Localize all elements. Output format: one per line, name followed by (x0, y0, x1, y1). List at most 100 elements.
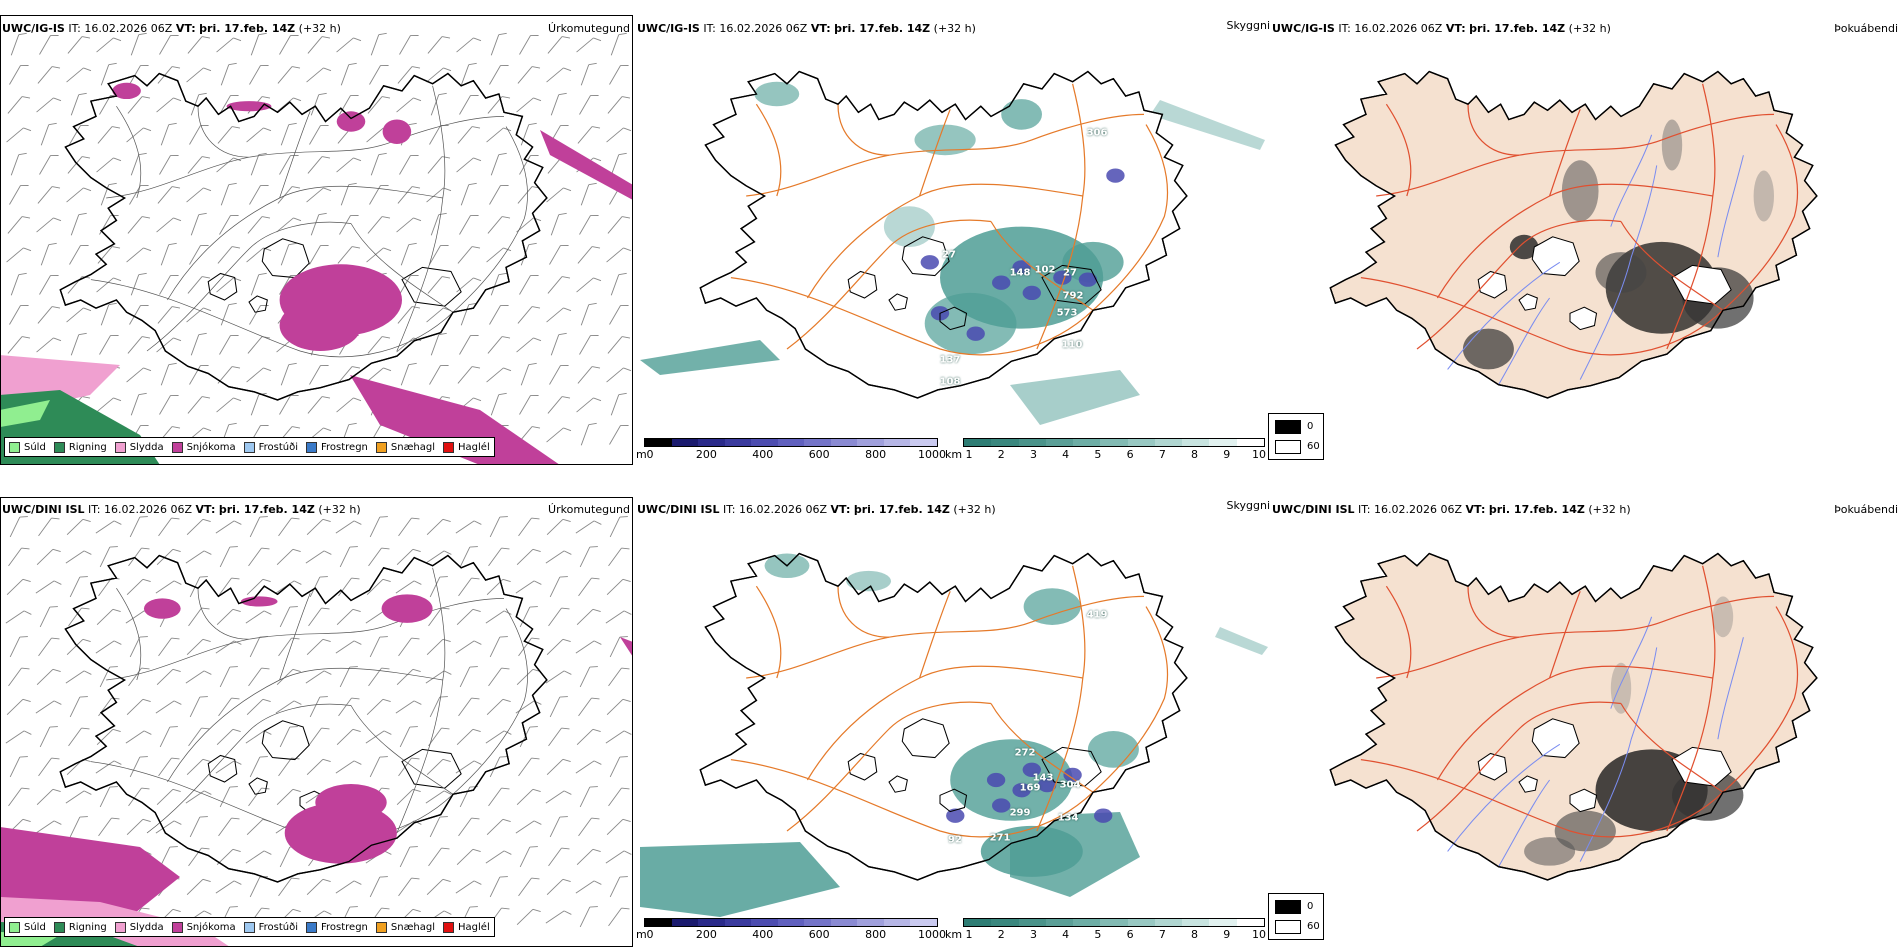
barb-flag (228, 302, 237, 306)
barb-shaft (606, 367, 624, 383)
road-line (106, 598, 505, 681)
wind-barb (216, 608, 241, 625)
barb-shaft (309, 125, 321, 145)
row2-fog-legend: 0 60 (1268, 893, 1324, 940)
barb-shaft (426, 639, 444, 655)
barb-flag (622, 698, 631, 703)
barb-flag (228, 422, 237, 426)
scale-segment (1236, 439, 1264, 446)
scale-segment (1154, 919, 1183, 926)
barb-flag (532, 788, 541, 793)
barb-shaft (340, 64, 350, 86)
barb-flag (348, 422, 357, 426)
barb-flag (348, 182, 357, 186)
wind-barb (70, 92, 87, 116)
wind-barb (548, 847, 570, 867)
barb-shaft (96, 37, 114, 53)
wind-barb (186, 878, 211, 895)
barb-shaft (605, 610, 625, 624)
low-cloud-area (1012, 783, 1031, 798)
barb-shaft (246, 247, 264, 263)
road-line (350, 705, 454, 795)
barb-shaft (280, 244, 290, 266)
wind-barb (606, 818, 631, 835)
scale-tick-label: 8 (1191, 448, 1199, 461)
wind-barb (369, 756, 388, 778)
row2-precip-panel (0, 497, 633, 950)
barb-flag (21, 216, 31, 219)
barb-shaft (36, 669, 54, 685)
barb-shaft (459, 546, 471, 568)
barb-flag (440, 245, 449, 246)
barb-shaft (455, 640, 475, 654)
wind-barb (606, 367, 632, 383)
barb-shaft (278, 637, 292, 657)
scale-segment (777, 919, 805, 926)
wind-barb (37, 66, 61, 84)
barb-shaft (66, 519, 84, 535)
wind-barb (279, 395, 299, 415)
barb-flag (173, 820, 182, 825)
barb-shaft (280, 364, 290, 386)
barb-flag (323, 910, 332, 915)
barb-shaft (399, 35, 411, 55)
wind-barb (518, 757, 540, 777)
wind-barb (9, 305, 29, 325)
barb-shaft (10, 274, 20, 296)
wind-barb (545, 910, 572, 924)
barb-flag (469, 666, 478, 668)
road-line (755, 585, 782, 679)
barb-shaft (36, 337, 54, 353)
barb-shaft (337, 246, 353, 264)
barb-shaft (520, 124, 530, 146)
barb-flag (381, 547, 390, 550)
wind-barb (545, 670, 572, 684)
barb-shaft (609, 636, 621, 658)
glacier-outline (401, 266, 462, 307)
wind-barb (340, 62, 357, 86)
barb-flag (201, 276, 211, 279)
barb-shaft (516, 669, 534, 685)
barb-shaft (189, 696, 201, 718)
barb-flag (168, 122, 177, 126)
wind-barb (126, 698, 151, 715)
wind-barb (215, 880, 242, 894)
barb-shaft (339, 546, 351, 568)
barb-flag (140, 425, 149, 426)
barb-flag (588, 62, 597, 66)
barb-flag (318, 212, 327, 216)
row1-visibility-scale: km 1 2 3 4 5 6 7 8 9 10 (945, 438, 1266, 462)
barb-shaft (336, 157, 354, 173)
barb-flag (172, 548, 181, 553)
row2-fog-header: UWC/DINI ISL IT: 16.02.2026 06Z VT: þri.… (1272, 503, 1631, 516)
wind-barb (129, 305, 149, 325)
barb-shaft (520, 244, 530, 266)
barb-flag (498, 392, 507, 396)
barb-flag (473, 277, 482, 282)
wind-barb (248, 667, 270, 687)
fog-index-area (1509, 234, 1539, 260)
barb-flag (529, 606, 538, 608)
barb-flag (620, 305, 629, 306)
wind-barb (96, 277, 122, 293)
river-line (1498, 779, 1551, 867)
barb-flag (23, 127, 32, 132)
barb-shaft (456, 277, 474, 293)
wind-barb (519, 726, 538, 748)
road-line (197, 588, 250, 640)
barb-flag (561, 727, 570, 730)
wind-barb (66, 67, 92, 83)
barb-flag (290, 395, 299, 396)
wind-barb (456, 848, 481, 865)
wind-barb (429, 696, 448, 718)
wind-barb (9, 636, 28, 658)
barb-shaft (245, 730, 265, 744)
barb-shaft (158, 637, 172, 657)
glacier-outline (248, 777, 268, 795)
barb-flag (441, 36, 451, 39)
wind-barb (457, 246, 481, 264)
barb-flag (500, 305, 509, 306)
barb-shaft (425, 670, 445, 684)
barb-flag (353, 37, 362, 42)
wind-barb (36, 217, 62, 233)
